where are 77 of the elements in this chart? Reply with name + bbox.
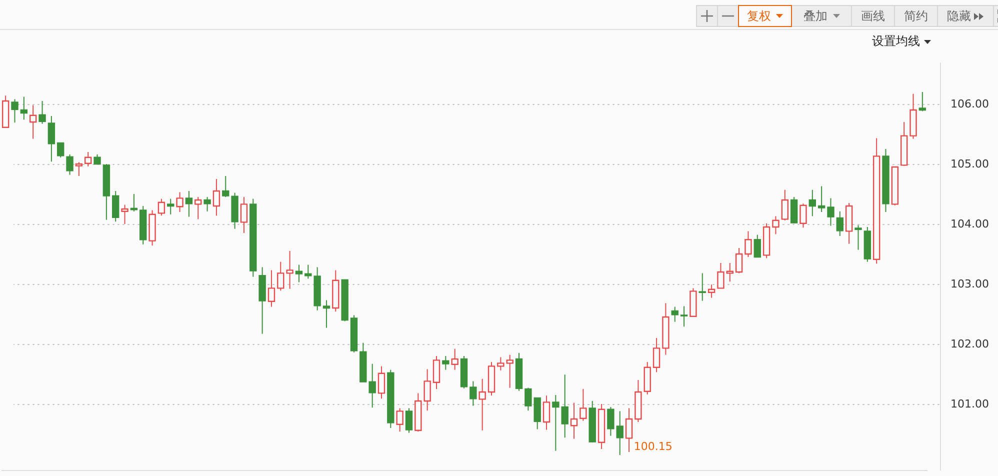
candlestick (854, 224, 862, 250)
candlestick (204, 196, 211, 212)
text: 叠加 (804, 8, 828, 24)
candlestick (442, 356, 450, 370)
candlestick (277, 261, 284, 292)
candlestick (800, 203, 807, 228)
candlestick (48, 116, 56, 162)
candlestick (470, 380, 477, 406)
candlestick (112, 190, 120, 222)
candlestick (744, 230, 752, 258)
candlestick (268, 270, 276, 308)
candlestick (158, 198, 166, 216)
y-tick-label: 104.00 (950, 218, 989, 230)
candlestick (552, 394, 560, 452)
y-tick-label: 105.00 (950, 158, 989, 170)
candlestick (368, 363, 376, 408)
candlestick (176, 192, 184, 212)
candlestick (451, 348, 458, 370)
candlestick (38, 100, 46, 124)
candlestick (478, 378, 486, 431)
candlestick (652, 338, 660, 373)
candlestick (570, 402, 578, 440)
candlestick (286, 250, 294, 290)
candlestick (726, 262, 734, 282)
candlestick (66, 154, 74, 176)
candlestick (717, 262, 724, 289)
candlestick (708, 284, 716, 298)
candlestick (432, 356, 440, 390)
text: 简约 (904, 8, 928, 24)
candlestick (167, 198, 174, 215)
candlestick (754, 234, 761, 258)
candlestick (121, 204, 128, 224)
candlestick (75, 162, 83, 176)
candlestick (607, 406, 614, 436)
candlestick (29, 104, 37, 140)
y-tick-label: 102.00 (950, 338, 989, 350)
text: 隐藏 (947, 8, 971, 24)
candlestick (818, 186, 826, 212)
candlestick (836, 210, 844, 236)
candlestick (185, 190, 193, 218)
candlestick (378, 366, 386, 400)
candlestick (790, 196, 798, 224)
candlestick (194, 196, 202, 220)
candlestick (295, 264, 303, 283)
candlestick (644, 362, 651, 395)
candlestick (680, 306, 688, 328)
candlestick (542, 395, 550, 430)
candlestick (322, 300, 330, 328)
candlestick (304, 264, 312, 280)
candlestick (405, 408, 413, 434)
candlestick (781, 189, 788, 221)
candlestick (616, 410, 624, 456)
candlestick (240, 196, 248, 234)
annotation: 100.15 (634, 440, 672, 453)
candlestick (580, 388, 587, 422)
candlestick (918, 92, 926, 112)
y-tick-label: 101.00 (950, 398, 989, 410)
candlestick (772, 216, 780, 235)
candlestick (808, 189, 816, 217)
candlestick (561, 374, 568, 438)
candlestick (11, 98, 18, 124)
y-tick-label: 106.00 (950, 98, 989, 110)
candlestick (212, 178, 220, 216)
y-tick-label: 103.00 (950, 278, 989, 290)
candlestick (84, 152, 92, 167)
text: 复权 (747, 8, 771, 24)
text: 画线 (861, 8, 885, 24)
candlestick (698, 272, 706, 302)
candlestick (222, 176, 230, 198)
candlestick (625, 408, 633, 452)
candlestick (827, 198, 834, 226)
candlestick (396, 408, 404, 432)
text: 设置均线 (872, 33, 920, 50)
candlestick (671, 306, 678, 322)
candlestick (56, 142, 64, 158)
candlestick (735, 248, 743, 274)
candlestick (20, 96, 28, 120)
